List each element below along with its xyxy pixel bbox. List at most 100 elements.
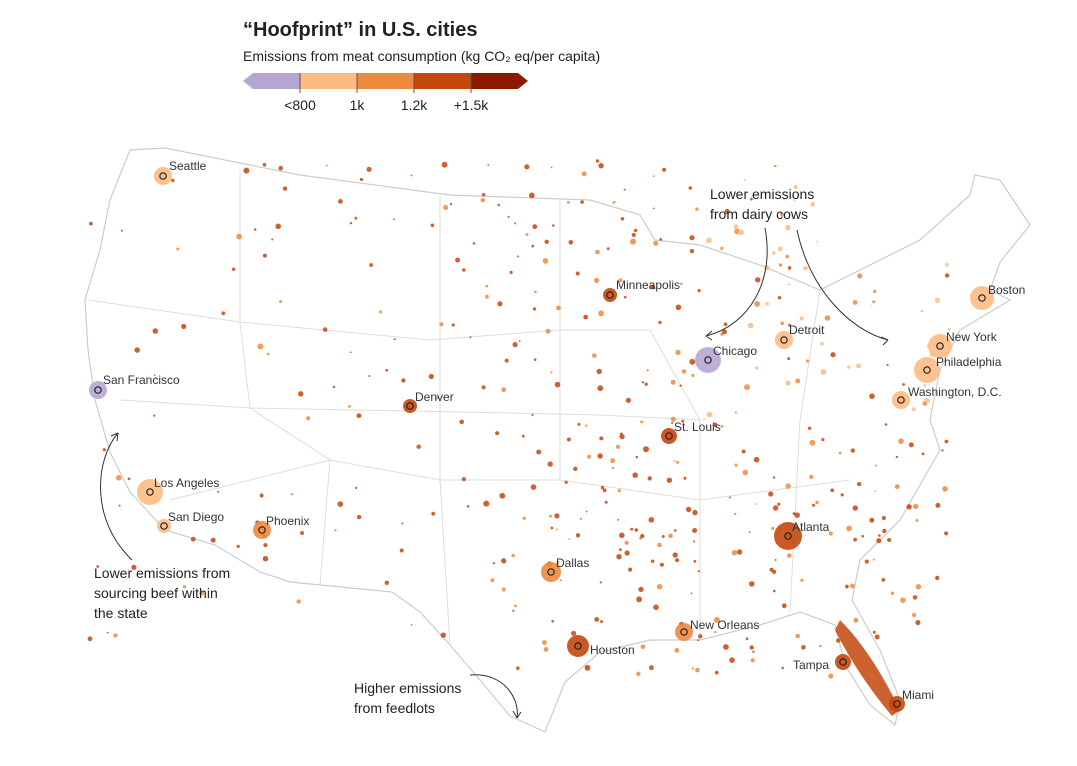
city-marker bbox=[893, 700, 901, 708]
dot bbox=[681, 369, 687, 374]
dot bbox=[774, 559, 777, 561]
city-label: New Orleans bbox=[690, 618, 759, 632]
dot bbox=[675, 304, 682, 311]
dot bbox=[455, 257, 461, 263]
annotation: from feedlots bbox=[354, 700, 435, 716]
dot bbox=[602, 488, 607, 493]
dot bbox=[944, 273, 950, 278]
city-label: Seattle bbox=[169, 159, 207, 173]
dot bbox=[788, 323, 792, 327]
dot bbox=[852, 300, 858, 305]
annotation: Higher emissions bbox=[354, 680, 461, 696]
dot bbox=[773, 164, 777, 168]
dot bbox=[262, 253, 267, 258]
dot bbox=[462, 268, 466, 272]
dot bbox=[640, 533, 645, 539]
dot bbox=[754, 503, 757, 505]
dot bbox=[542, 640, 547, 645]
annotation-arrows bbox=[100, 227, 889, 719]
dot bbox=[691, 373, 695, 377]
dot bbox=[152, 328, 159, 334]
legend-label: <800 bbox=[284, 97, 316, 113]
city-marker bbox=[784, 532, 792, 540]
dot bbox=[480, 197, 485, 203]
dot bbox=[366, 166, 372, 172]
dot bbox=[153, 414, 156, 417]
city-marker bbox=[406, 402, 414, 410]
dot bbox=[564, 480, 568, 484]
dot bbox=[236, 544, 240, 549]
dot bbox=[657, 542, 662, 548]
dot bbox=[913, 503, 919, 509]
dot bbox=[507, 215, 510, 218]
dot bbox=[872, 630, 876, 634]
dot bbox=[653, 604, 659, 611]
city-area bbox=[970, 286, 994, 310]
legend-swatch bbox=[357, 73, 414, 89]
dot bbox=[611, 466, 615, 470]
dot bbox=[773, 589, 776, 593]
dot bbox=[742, 469, 749, 476]
dot bbox=[772, 505, 779, 511]
dot bbox=[680, 282, 683, 286]
dot bbox=[852, 505, 858, 511]
dot bbox=[690, 592, 693, 595]
dot bbox=[780, 321, 784, 326]
legend-label: 1k bbox=[350, 97, 366, 113]
dot bbox=[915, 584, 922, 590]
dot bbox=[772, 476, 776, 479]
city-label: Dallas bbox=[556, 556, 589, 570]
dot bbox=[575, 271, 580, 276]
dot bbox=[585, 510, 588, 513]
dot bbox=[509, 270, 513, 274]
dot bbox=[338, 199, 343, 204]
annotation: Lower emissions from bbox=[94, 565, 230, 581]
dot bbox=[528, 192, 535, 199]
dot bbox=[942, 486, 948, 492]
dot bbox=[772, 251, 776, 255]
dot bbox=[243, 167, 250, 174]
dot bbox=[592, 353, 597, 358]
dot bbox=[935, 502, 941, 508]
city-label: Philadelphia bbox=[936, 355, 1002, 369]
dot bbox=[799, 316, 804, 321]
dot bbox=[501, 587, 506, 592]
dot bbox=[876, 538, 882, 544]
annotation: Lower emissions bbox=[710, 186, 814, 202]
dot bbox=[560, 579, 562, 582]
city-marker bbox=[160, 522, 168, 530]
dot bbox=[566, 437, 571, 442]
dot bbox=[544, 239, 549, 244]
city-label: New York bbox=[946, 330, 998, 344]
dot bbox=[568, 240, 574, 245]
dot bbox=[659, 562, 664, 567]
dot bbox=[650, 559, 655, 563]
dot bbox=[688, 186, 693, 190]
region-area bbox=[835, 620, 900, 716]
dot bbox=[872, 300, 876, 304]
dot bbox=[646, 369, 649, 372]
dot bbox=[410, 174, 413, 177]
dot bbox=[902, 383, 905, 386]
dot bbox=[550, 526, 554, 530]
dot bbox=[693, 559, 697, 563]
city-marker bbox=[923, 366, 931, 374]
dot bbox=[530, 484, 537, 490]
dot bbox=[911, 612, 917, 618]
dot bbox=[306, 416, 311, 421]
dot bbox=[399, 548, 404, 553]
city-marker bbox=[574, 642, 582, 650]
dot bbox=[944, 439, 949, 444]
dot bbox=[808, 331, 812, 335]
dot bbox=[782, 197, 786, 201]
dot bbox=[697, 289, 701, 293]
dot bbox=[619, 532, 625, 539]
dot bbox=[617, 519, 620, 521]
dot bbox=[884, 423, 888, 426]
dot bbox=[741, 449, 746, 454]
dot bbox=[153, 374, 156, 376]
dot bbox=[379, 310, 383, 314]
city-label: St. Louis bbox=[674, 420, 721, 434]
dot bbox=[847, 365, 851, 369]
dot bbox=[861, 534, 864, 538]
